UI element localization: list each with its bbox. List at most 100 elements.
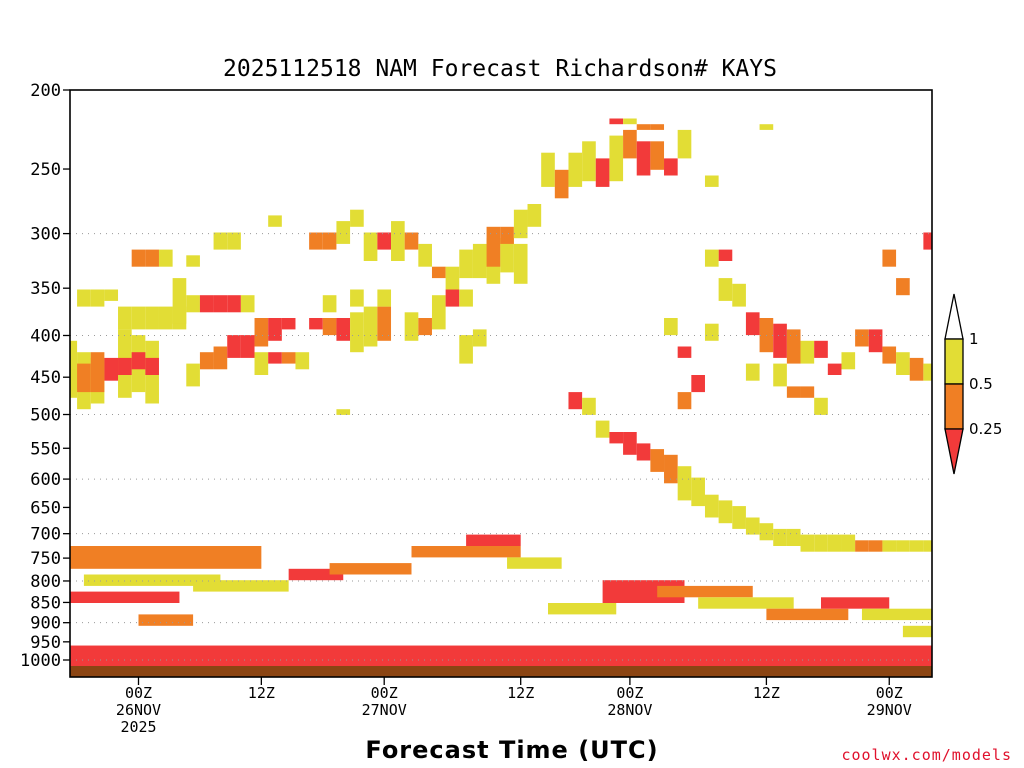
heatmap-cell [882,249,897,267]
heatmap-cell [636,124,651,130]
boundary-layer-cell [411,546,521,558]
x-tick-label: 2025 [120,718,156,736]
x-tick-label: 28NOV [607,701,652,719]
heatmap-cell [90,352,105,393]
heatmap-cell [472,243,487,279]
heatmap-cell [650,449,665,472]
heatmap-cell [131,352,146,370]
heatmap-cell [131,306,146,330]
y-axis: 200 250 300 350 400 450 500 550 600 650 700 750 8008… [20,81,70,671]
heatmap-cell [704,249,719,267]
heatmap-cell [582,397,596,415]
heatmap-cell [254,352,269,375]
y-tick-label: 600 [30,470,61,490]
y-tick-label: 750 [30,549,61,569]
heatmap-cell [650,124,665,130]
boundary-layer-cell [821,597,890,609]
heatmap-cell [691,375,705,393]
boundary-layer-cell [657,585,753,598]
heatmap-cell [445,289,460,307]
y-tick-label: 850 [30,593,61,613]
heatmap-cell [459,289,473,307]
x-tick-label: 26NOV [116,701,161,719]
heatmap-cell [923,232,932,250]
heatmap-cell [814,534,828,552]
heatmap-cell [145,249,159,267]
heatmap-cell [773,528,787,546]
heatmap-cell [500,226,514,244]
heatmap-cell [896,352,910,375]
boundary-layer-cell [193,580,289,592]
heatmap-cell [431,266,446,279]
heatmap-cell [527,204,542,227]
heatmap-cell [609,135,624,182]
chart-title: 2025112518 NAM Forecast Richardson# KAYS [223,56,777,82]
heatmap-cell [623,129,637,159]
heatmap-cell [377,289,392,307]
heatmap-cell [664,454,678,484]
heatmap-cell [213,346,228,370]
heatmap-cell [199,352,214,370]
heatmap-cell [118,357,132,375]
heatmap-cell [145,357,159,375]
heatmap-cell [104,289,119,301]
heatmap-cell [350,312,364,353]
x-axis-label: Forecast Time (UTC) [365,736,658,764]
y-tick-label: 200 [30,81,61,101]
heatmap-cell [773,323,787,358]
heatmap-cell [691,477,705,507]
heatmap-cell [704,494,719,518]
heatmap-cell [445,266,460,290]
heatmap-cell [350,289,364,307]
heatmap-cell [882,540,897,552]
y-tick-label: 800 [30,572,61,592]
heatmap-cell [240,295,255,313]
y-tick-label: 1000 [20,651,61,671]
legend-bin-yellow [944,338,964,385]
heatmap-cell [718,500,733,524]
heatmap-cell [923,540,932,552]
y-tick-label: 650 [30,498,61,518]
heatmap-cell [732,506,746,529]
x-tick-label: 00Z [371,684,398,702]
heatmap-cell [70,369,78,398]
legend-top-arrow [944,293,964,340]
heatmap-cell [800,534,815,552]
boundary-layer-cell [138,614,194,626]
heatmap-cell [909,540,924,552]
heatmap-cell [786,386,801,398]
x-tick-label: 00Z [616,684,643,702]
heatmap-cell [172,278,187,324]
heatmap-cell [268,318,282,341]
heatmap-cell [568,152,583,187]
heatmap-cell [609,432,624,444]
heatmap-cell [568,392,583,410]
boundary-layer-cell [70,591,180,603]
heatmap-cell [70,340,78,393]
x-tick-label: 12Z [507,684,534,702]
heatmap-cell [609,118,624,125]
y-tick-label: 350 [30,279,61,299]
heatmap-cell [595,420,610,438]
heatmap-cell [636,141,651,176]
heatmap-cell [759,124,774,130]
x-tick-label: 12Z [248,684,275,702]
plot-frame [69,89,933,678]
heatmap-cell [623,432,637,455]
boundary-layer-cell [83,574,221,586]
x-tick-label: 00Z [876,684,903,702]
boundary-layer-cell [70,546,262,569]
heatmap-cell [786,329,801,364]
legend-label-1: 1 [969,330,979,348]
heatmap-cell [814,397,828,415]
heatmap-cell [650,141,665,170]
heatmap-cell [404,312,419,341]
heatmap-cell [350,209,364,227]
heatmap-cell [77,289,91,307]
heatmap-cell [554,169,569,199]
heatmap-cell [459,249,473,279]
heatmap-cell [868,329,883,353]
boundary-layer-cell [507,557,562,569]
heatmap-cell [90,289,105,307]
heatmap-cell [254,318,269,347]
